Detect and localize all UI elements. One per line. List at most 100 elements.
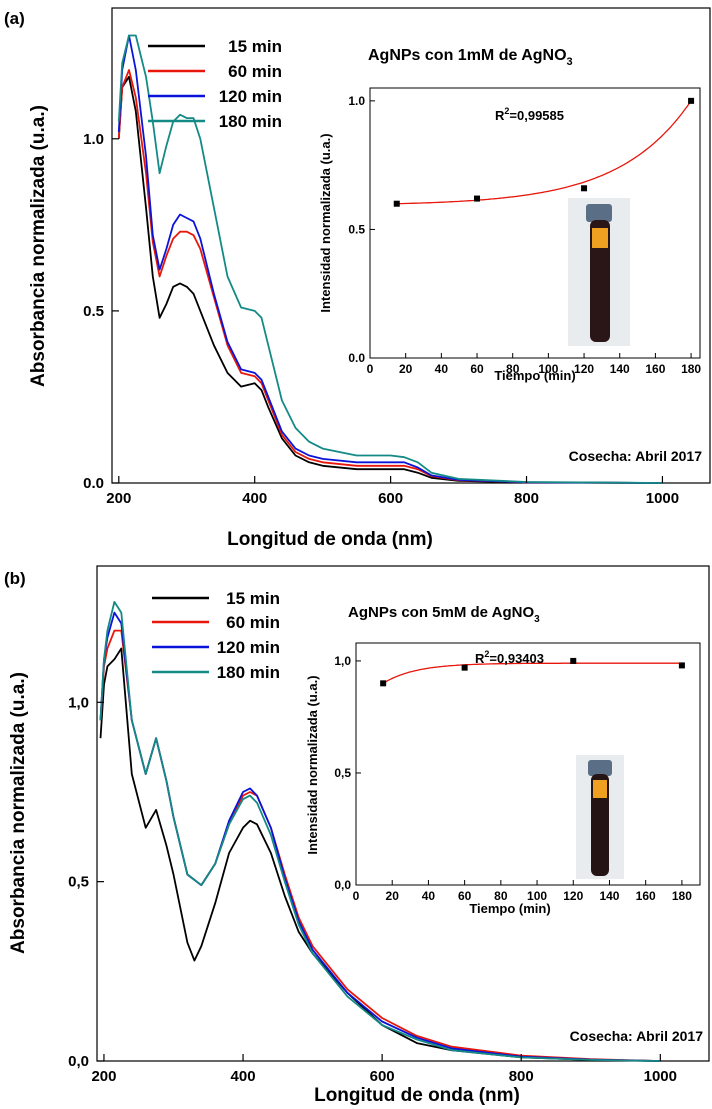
- tube-label: [592, 228, 608, 248]
- inset-y-tick-label: 1,0: [334, 654, 351, 668]
- inset-y-tick-label: 0.0: [348, 351, 365, 365]
- legend-a-label-60: 60 min: [228, 62, 282, 81]
- y-tick-label: 0.5: [83, 303, 104, 320]
- x-tick-label: 400: [242, 490, 267, 507]
- legend-b-label-180: 180 min: [217, 663, 280, 682]
- inset-x-tick-label: 40: [422, 889, 436, 903]
- y-tick-label: 1.0: [83, 131, 104, 148]
- inset-y-tick-label: 1.0: [348, 94, 365, 108]
- tube-liquid: [590, 220, 610, 342]
- x-tick-label: 600: [378, 490, 403, 507]
- y-tick-label: 0,5: [68, 874, 89, 891]
- panel-b-plot-frame: [96, 565, 710, 1062]
- panel-a-y-axis-label: Absorbancia normalizada (u.a.): [28, 105, 49, 387]
- inset-x-tick-label: 160: [636, 889, 656, 903]
- y-tick-label: 1,0: [68, 694, 89, 711]
- legend-a-label-180: 180 min: [219, 112, 282, 131]
- panel-a-inset-x-label: Tiempo (min): [494, 368, 575, 383]
- panel-b-series-lines: [99, 601, 661, 1062]
- panel-a-inset-r2: R2=0,99585: [495, 106, 564, 123]
- panel-b-label: (b): [4, 569, 26, 588]
- legend-b-label-60: 60 min: [226, 613, 280, 632]
- series-line-3: [117, 34, 663, 484]
- panel-b-y-axis-label: Absorbancia normalizada (u.a.): [8, 672, 29, 954]
- legend-a-label-120: 120 min: [219, 87, 282, 106]
- legend-b-label-120: 120 min: [217, 638, 280, 657]
- panel-a-legend: 15 min 60 min 120 min 180 min: [148, 37, 282, 131]
- panel-b-legend: 15 min 60 min 120 min 180 min: [152, 589, 280, 682]
- inset-x-tick-label: 100: [538, 362, 558, 376]
- tube-liquid: [591, 774, 609, 876]
- panel-a-x-axis-label: Longitud de onda (nm): [227, 529, 433, 550]
- inset-x-tick-label: 0: [367, 362, 374, 376]
- inset-x-tick-label: 20: [386, 889, 400, 903]
- series-line-2: [117, 69, 663, 484]
- inset-x-tick-label: 80: [506, 362, 520, 376]
- series-line-4: [99, 601, 661, 1062]
- panel-b-inset-tube-photo: [576, 755, 624, 879]
- inset-x-tick-label: 20: [399, 362, 413, 376]
- panel-a-inset: 0 20 40 60 80 100 120 140 160 180 0.0 0.5 1.0 Tiempo…: [318, 87, 701, 383]
- inset-data-point: [581, 185, 588, 192]
- x-tick-label: 600: [370, 1068, 395, 1085]
- legend-a-label-15: 15 min: [228, 37, 282, 56]
- panel-a-label: (a): [4, 9, 25, 28]
- inset-x-tick-label: 0: [353, 889, 360, 903]
- y-tick-label: 0.0: [83, 475, 104, 492]
- inset-x-tick-label: 180: [681, 362, 701, 376]
- panel-a-inset-tube-photo: [568, 198, 630, 346]
- series-line-1: [99, 647, 661, 1062]
- inset-x-tick-label: 120: [563, 889, 583, 903]
- inset-data-point: [570, 657, 577, 664]
- panel-a-inset-frame: [369, 87, 701, 359]
- series-line-1: [117, 75, 663, 484]
- inset-x-tick-label: 40: [435, 362, 449, 376]
- x-tick-label: 200: [91, 1068, 116, 1085]
- legend-b-label-15: 15 min: [226, 589, 280, 608]
- x-tick-label: 1000: [644, 1068, 677, 1085]
- panel-a-title: AgNPs con 1mM de AgNO3: [368, 47, 573, 68]
- inset-x-tick-label: 80: [494, 889, 508, 903]
- inset-x-tick-label: 60: [458, 889, 472, 903]
- inset-x-tick-label: 60: [470, 362, 484, 376]
- panel-b-x-axis-label: Longitud de onda (nm): [314, 1085, 520, 1106]
- x-tick-label: 1000: [646, 490, 679, 507]
- panel-a-plot-frame: [111, 7, 711, 484]
- panel-a-inset-plot: 0 20 40 60 80 100 120 140 160 180 0.0 0.5 1.0: [348, 94, 701, 376]
- inset-fit-curve: [396, 100, 692, 205]
- inset-data-point: [688, 97, 695, 104]
- inset-fit-curve: [382, 662, 682, 684]
- tube-cap: [588, 760, 612, 776]
- panel-b-harvest-note: Cosecha: Abril 2017: [570, 1028, 704, 1044]
- x-tick-label: 800: [514, 490, 539, 507]
- panel-b-inset-plot: 0 20 40 60 80 100 120 140 160 180 0,0 0,5 1,0: [334, 654, 692, 903]
- inset-x-tick-label: 100: [527, 889, 547, 903]
- inset-x-tick-label: 120: [574, 362, 594, 376]
- inset-data-point: [474, 195, 481, 202]
- panel-a-inset-y-label: Intensidad normalizada (u.a.): [318, 133, 333, 312]
- y-tick-label: 0,0: [68, 1053, 89, 1070]
- inset-y-tick-label: 0,5: [334, 766, 351, 780]
- inset-x-tick-label: 160: [645, 362, 665, 376]
- tube-cap: [586, 204, 612, 222]
- inset-data-point: [678, 662, 685, 669]
- inset-x-tick-label: 140: [610, 362, 630, 376]
- x-tick-label: 200: [106, 490, 131, 507]
- tube-label: [593, 780, 607, 798]
- inset-x-tick-label: 180: [672, 889, 692, 903]
- panel-b-inset-y-label: Intensidad normalizada (u.a.): [305, 675, 320, 854]
- inset-y-tick-label: 0,0: [334, 878, 351, 892]
- panel-b-inset: 0 20 40 60 80 100 120 140 160 180 0,0 0,5 1,0 Tiempo…: [305, 642, 701, 916]
- x-tick-label: 400: [231, 1068, 256, 1085]
- panel-a-harvest-note: Cosecha: Abril 2017: [569, 448, 703, 464]
- inset-y-tick-label: 0.5: [348, 222, 365, 236]
- panel-b-inset-frame: [355, 642, 701, 886]
- inset-data-point: [461, 664, 468, 671]
- panel-b-title: AgNPs con 5mM de AgNO3: [348, 604, 540, 625]
- inset-data-point: [380, 680, 387, 687]
- inset-x-tick-label: 140: [599, 889, 619, 903]
